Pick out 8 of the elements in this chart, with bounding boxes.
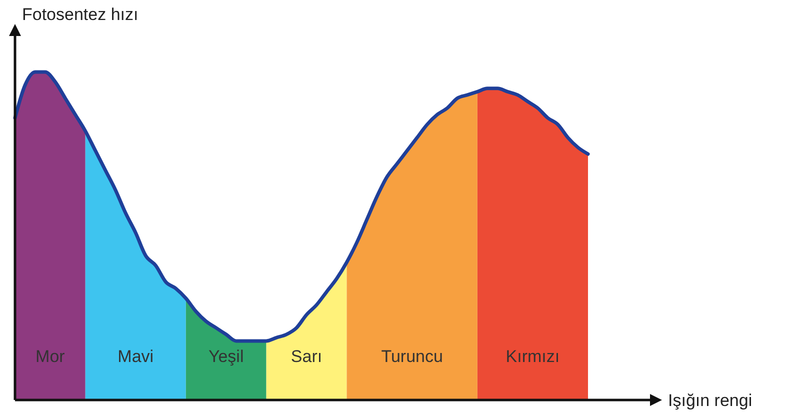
y-axis-title: Fotosentez hızı — [22, 5, 138, 24]
series-label: Sarı — [290, 347, 322, 366]
series-label: Turuncu — [381, 347, 443, 366]
series-label: Mavi — [118, 347, 154, 366]
series-label: Mor — [36, 347, 66, 366]
series-label: Yeşil — [208, 347, 244, 366]
series-label: Kırmızı — [506, 347, 560, 366]
x-axis-title: Işığın rengi — [668, 391, 752, 410]
